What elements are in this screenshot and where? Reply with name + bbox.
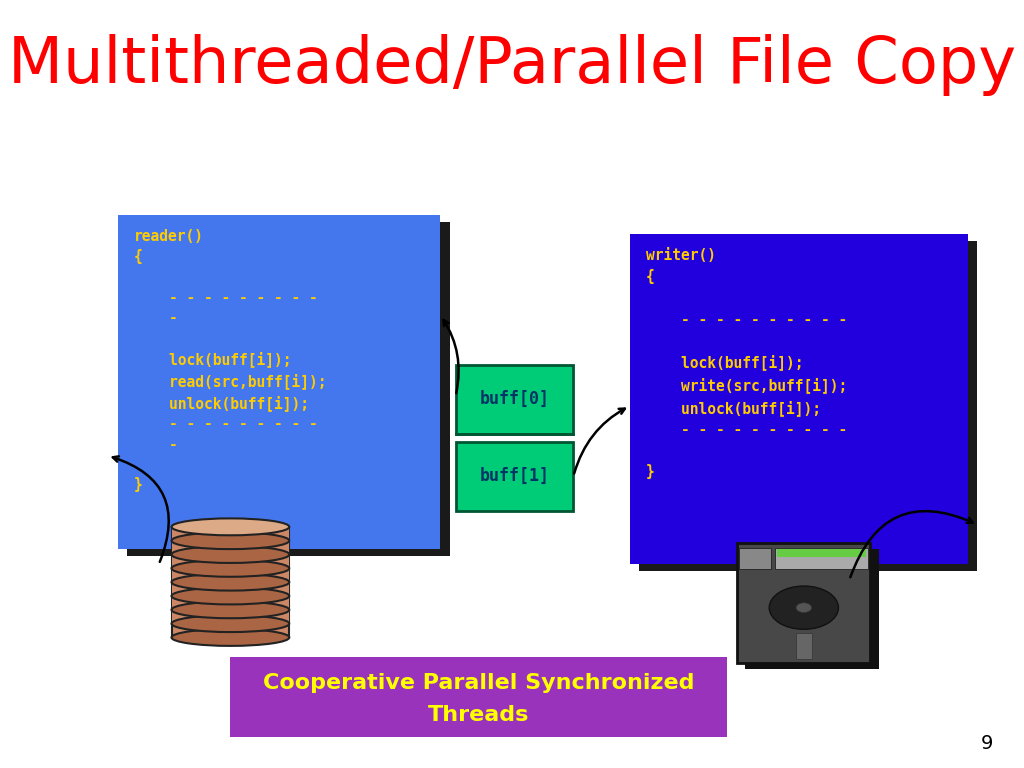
Bar — [172, 624, 290, 637]
Bar — [172, 541, 290, 554]
Bar — [172, 596, 290, 610]
FancyBboxPatch shape — [127, 222, 450, 556]
FancyBboxPatch shape — [639, 241, 977, 571]
Ellipse shape — [172, 629, 290, 646]
Ellipse shape — [172, 560, 290, 577]
FancyBboxPatch shape — [230, 657, 727, 737]
Text: 9: 9 — [981, 733, 993, 753]
Ellipse shape — [172, 532, 290, 549]
FancyBboxPatch shape — [456, 442, 573, 511]
Text: buff[1]: buff[1] — [479, 467, 550, 485]
Bar — [172, 582, 290, 596]
FancyBboxPatch shape — [776, 549, 865, 558]
Bar — [172, 554, 290, 568]
Text: writer()
{

    - - - - - - - - - -

    lock(buff[i]);
    write(src,buff[i]);
: writer() { - - - - - - - - - - lock(buff… — [646, 248, 848, 479]
FancyBboxPatch shape — [796, 633, 812, 659]
Text: Cooperative Parallel Synchronized: Cooperative Parallel Synchronized — [263, 674, 694, 694]
Ellipse shape — [172, 574, 290, 591]
Ellipse shape — [172, 546, 290, 563]
FancyBboxPatch shape — [739, 548, 771, 569]
FancyBboxPatch shape — [630, 234, 968, 564]
Ellipse shape — [172, 518, 290, 535]
Bar — [172, 610, 290, 624]
Ellipse shape — [172, 588, 290, 604]
FancyBboxPatch shape — [774, 548, 867, 569]
Bar — [172, 527, 290, 541]
FancyBboxPatch shape — [745, 549, 879, 669]
Ellipse shape — [796, 603, 812, 613]
Ellipse shape — [172, 615, 290, 632]
Ellipse shape — [769, 586, 839, 629]
Text: Threads: Threads — [428, 705, 529, 725]
FancyBboxPatch shape — [737, 543, 870, 663]
Ellipse shape — [172, 601, 290, 618]
Bar — [172, 568, 290, 582]
FancyBboxPatch shape — [118, 215, 440, 549]
Text: buff[0]: buff[0] — [479, 390, 550, 409]
Text: Multithreaded/Parallel File Copy: Multithreaded/Parallel File Copy — [8, 35, 1016, 96]
Text: reader()
{

    - - - - - - - - -
    -

    lock(buff[i]);
    read(src,buff[i]: reader() { - - - - - - - - - - lock(buff… — [134, 229, 327, 492]
FancyBboxPatch shape — [456, 365, 573, 434]
